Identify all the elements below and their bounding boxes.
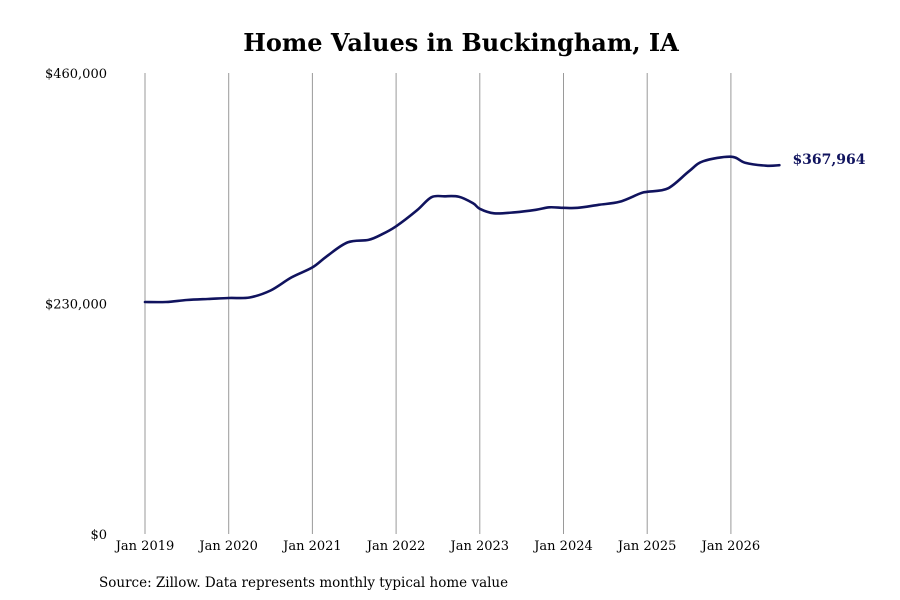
x-tick-label: Jan 2021 [281,539,342,554]
x-tick-label: Jan 2020 [197,539,258,554]
x-tick-label: Jan 2024 [532,539,593,554]
y-axis-tick-labels: $0 $230,000 $460,000 [45,67,107,543]
x-tick-label: Jan 2025 [616,539,677,554]
x-tick-label: Jan 2026 [700,539,761,554]
last-value-label: $367,964 [792,152,865,168]
vertical-gridlines [144,73,732,534]
y-tick-label: $230,000 [45,298,107,313]
x-tick-label: Jan 2019 [114,539,175,554]
x-axis-tick-labels: Jan 2019 Jan 2020 Jan 2021 Jan 2022 Jan 2023… [114,539,760,554]
home-value-series-line [143,155,781,304]
series-layer [143,155,781,304]
x-tick-label: Jan 2023 [449,539,510,554]
chart-title: Home Values in Buckingham, IA [243,28,679,57]
y-tick-label: $0 [90,528,107,543]
source-note: Source: Zillow. Data represents monthly … [99,575,508,591]
x-tick-label: Jan 2022 [365,539,426,554]
y-tick-label: $460,000 [45,67,107,82]
